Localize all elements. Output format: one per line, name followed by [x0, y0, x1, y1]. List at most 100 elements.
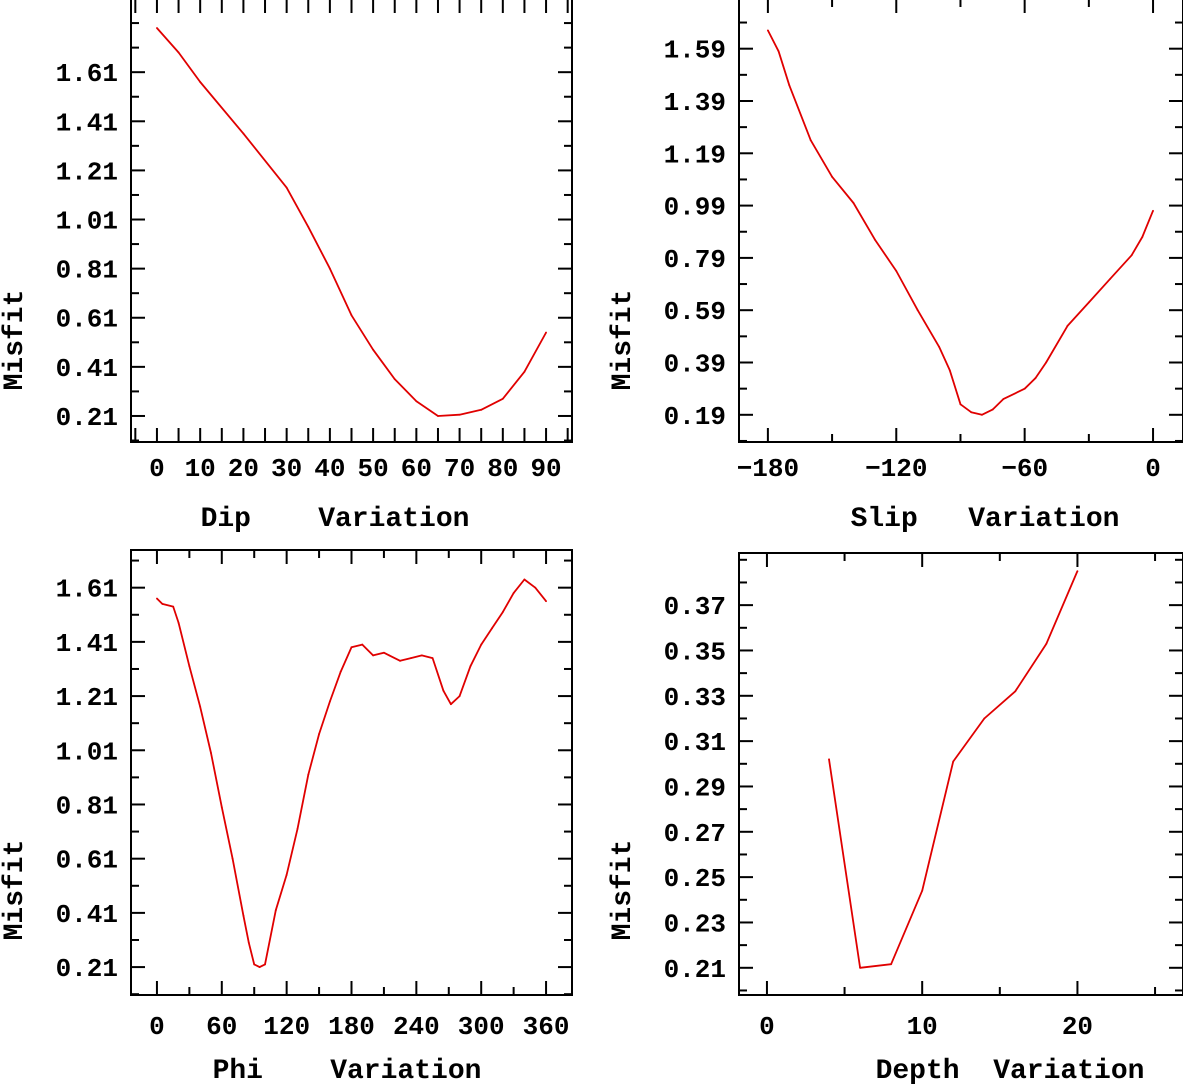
slip-data-point [1002, 398, 1005, 401]
phi-xtick-label: 360 [523, 1012, 570, 1042]
phi-data-point [247, 941, 250, 944]
dip-ytick-label: 1.21 [56, 157, 118, 187]
slip-data-point [873, 238, 876, 241]
dip-xtick-label: 70 [444, 454, 475, 484]
dip-xtick-label: 20 [228, 454, 259, 484]
dip-x-axis-title: Dip Variation [201, 504, 470, 535]
slip-xtick-label: −180 [737, 454, 799, 484]
phi-data-point [523, 578, 526, 581]
slip-y-axis-title: Misfit [608, 290, 639, 391]
phi-data-point [210, 752, 212, 754]
dip-panel: 0.21 0.41 0.61 0.81 1.01 1.21 1.41 1.61 0 10 20 30 4… [0, 0, 573, 535]
depth-ytick-label: 0.21 [664, 955, 726, 985]
slip-ytick-label: 1.19 [664, 140, 726, 170]
depth-y-axis-title: Misfit [608, 840, 639, 941]
slip-ytick-label: 0.79 [664, 245, 726, 275]
phi-y-axis-title: Misfit [0, 840, 31, 941]
slip-data-point [1034, 377, 1037, 380]
phi-data-point [469, 665, 472, 668]
phi-data-point [501, 611, 504, 613]
slip-data-point [1066, 324, 1069, 327]
dip-ytick-label: 0.61 [56, 305, 118, 335]
slip-ytick-label: 0.99 [664, 193, 726, 223]
slip-data-point [970, 411, 973, 414]
depth-data-point [983, 717, 986, 720]
phi-data-point [274, 909, 277, 912]
slip-misfit-line [767, 29, 1154, 416]
phi-ytick-label: 0.41 [56, 900, 118, 930]
phi-xtick-label: 180 [328, 1012, 375, 1042]
slip-data-point [938, 345, 940, 348]
slip-ytick-label: 1.39 [664, 88, 726, 118]
dip-data-point [523, 370, 526, 373]
phi-data-point [253, 963, 256, 966]
slip-data-point [980, 413, 983, 416]
phi-data-point [242, 914, 245, 917]
slip-data-point [948, 369, 951, 372]
phi-data-point [328, 700, 331, 703]
dip-data-point [285, 186, 288, 189]
dip-xtick-label: 80 [487, 454, 518, 484]
slip-ytick-label: 0.39 [664, 350, 726, 380]
dip-data-point [501, 397, 504, 400]
depth-data-point [1014, 690, 1017, 693]
depth-axes-frame [738, 552, 1183, 996]
depth-data-point [1045, 642, 1048, 645]
slip-data-point [1152, 209, 1154, 212]
phi-data-point [491, 627, 493, 630]
phi-xtick-label: 240 [393, 1012, 440, 1042]
phi-misfit-line [156, 578, 547, 968]
phi-axes-frame [130, 549, 573, 996]
dip-data-point [307, 225, 310, 228]
slip-ytick-label: 1.59 [664, 36, 726, 66]
phi-data-point [545, 600, 547, 603]
depth-ytick-label: 0.27 [664, 819, 726, 849]
depth-data-point [890, 963, 893, 966]
slip-data-point [777, 50, 780, 53]
dip-data-point [372, 348, 375, 351]
depth-ytick-label: 0.25 [664, 864, 726, 894]
dip-ytick-label: 0.81 [56, 256, 118, 286]
phi-data-point [442, 689, 445, 692]
slip-data-point [991, 408, 994, 411]
dip-ytick-label: 1.01 [56, 207, 118, 237]
slip-data-point [852, 202, 855, 204]
phi-data-point [177, 622, 180, 624]
dip-xtick-label: 60 [401, 454, 432, 484]
dip-data-point [415, 400, 418, 403]
phi-data-point [172, 605, 175, 608]
dip-ytick-label: 0.21 [56, 403, 118, 433]
depth-panel: 0.21 0.23 0.25 0.27 0.29 0.31 0.33 0.35 0.37 0 10 2… [608, 552, 1183, 1086]
phi-ytick-label: 1.21 [56, 683, 118, 713]
dip-data-point [177, 51, 180, 54]
dip-ytick-label: 0.41 [56, 354, 118, 384]
dip-xtick-label: 30 [271, 454, 302, 484]
dip-xtick-label: 0 [149, 454, 165, 484]
phi-ytick-label: 0.21 [56, 954, 118, 984]
slip-data-point [809, 139, 812, 142]
phi-data-point [383, 651, 385, 654]
phi-data-point [350, 646, 353, 649]
slip-axes-frame [738, 0, 1183, 443]
dip-ytick-label: 1.41 [56, 108, 118, 138]
dip-data-point [480, 408, 483, 411]
slip-data-point [1141, 236, 1144, 238]
depth-ytick-label: 0.33 [664, 683, 726, 713]
slip-xtick-label: −60 [1001, 454, 1048, 484]
dip-data-point [350, 314, 353, 317]
dip-xtick-label: 90 [530, 454, 561, 484]
dip-misfit-line [156, 27, 547, 417]
phi-data-point [199, 706, 202, 708]
slip-xtick-label: 0 [1145, 454, 1161, 484]
depth-xtick-label: 0 [759, 1012, 775, 1042]
slip-data-point [788, 84, 791, 87]
dip-data-point [393, 378, 396, 381]
phi-data-point [431, 657, 434, 660]
slip-data-point [895, 270, 898, 272]
phi-data-point [156, 597, 158, 600]
phi-data-point [399, 659, 402, 662]
depth-ytick-label: 0.23 [664, 909, 726, 939]
slip-ytick-label: 0.59 [664, 297, 726, 327]
depth-xtick-label: 10 [907, 1012, 938, 1042]
slip-x-axis-title: Slip Variation [851, 504, 1120, 535]
